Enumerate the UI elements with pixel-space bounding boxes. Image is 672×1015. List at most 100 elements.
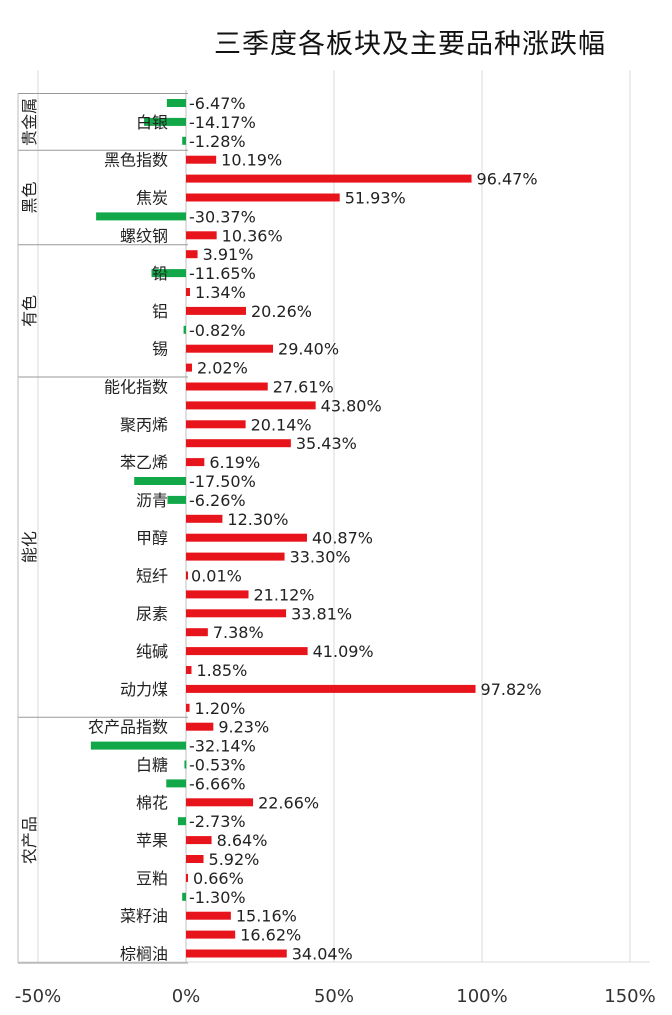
category-label: 锡 — [152, 340, 168, 359]
bar — [186, 250, 198, 259]
data-label: 15.16% — [236, 907, 297, 926]
bar — [186, 684, 476, 693]
bar — [186, 609, 287, 618]
data-label: -1.30% — [189, 888, 246, 907]
data-label: 51.93% — [345, 189, 406, 208]
data-label: 7.38% — [213, 623, 264, 642]
bar — [186, 514, 223, 523]
data-label: 21.12% — [254, 585, 315, 604]
data-label: 97.82% — [481, 680, 542, 699]
category-label: 铝 — [152, 302, 168, 321]
bar — [186, 873, 188, 882]
bar — [186, 382, 268, 391]
category-label: 菜籽油 — [120, 907, 168, 926]
bar — [144, 117, 186, 126]
data-label: 1.85% — [196, 661, 247, 680]
bar — [186, 439, 291, 448]
bar — [186, 363, 192, 372]
bar — [184, 760, 187, 769]
data-label: 2.02% — [197, 359, 248, 378]
bar — [182, 892, 186, 901]
bar — [182, 136, 186, 145]
bar — [186, 930, 236, 939]
bar — [96, 212, 186, 221]
bar — [186, 836, 212, 845]
data-label: 34.04% — [292, 945, 353, 964]
bar — [186, 533, 307, 542]
data-label: 41.09% — [313, 642, 374, 661]
bar — [186, 855, 204, 863]
bar — [186, 193, 340, 202]
data-label: -2.73% — [189, 812, 246, 831]
data-label: 8.64% — [217, 831, 268, 850]
data-label: 9.23% — [218, 718, 269, 737]
data-label: -32.14% — [189, 737, 256, 756]
bar — [186, 458, 205, 467]
data-label: 1.20% — [195, 699, 246, 718]
bar — [186, 174, 472, 183]
data-label: 29.40% — [278, 340, 339, 359]
bar — [186, 949, 287, 958]
category-label: 白糖 — [136, 756, 168, 775]
category-label: 动力煤 — [120, 680, 168, 699]
data-label: 3.91% — [203, 245, 254, 264]
bar — [186, 288, 190, 296]
data-label: 20.14% — [251, 415, 312, 434]
category-label: 尿素 — [136, 604, 168, 623]
category-label: 豆粕 — [136, 869, 168, 888]
bar — [167, 495, 186, 504]
x-tick-label: 100% — [456, 986, 507, 1007]
data-label: 0.66% — [193, 869, 244, 888]
data-label: -17.50% — [189, 472, 256, 491]
x-tick-label: -50% — [15, 986, 62, 1007]
data-label: 40.87% — [312, 529, 373, 548]
bar — [186, 420, 246, 429]
data-label: -30.37% — [189, 207, 256, 226]
category-label: 沥青 — [136, 491, 168, 510]
group-label: 贵金属 — [20, 98, 39, 146]
data-label: -11.65% — [189, 264, 256, 283]
category-label: 苹果 — [136, 831, 168, 850]
data-label: 20.26% — [251, 302, 312, 321]
bar — [90, 741, 186, 750]
category-label: 螺纹钢 — [120, 226, 168, 245]
bar — [186, 911, 231, 920]
data-label: 10.19% — [221, 151, 282, 170]
data-label: 27.61% — [273, 378, 334, 397]
category-label: 铅 — [152, 264, 168, 283]
bar — [186, 647, 308, 656]
group-label: 能化 — [20, 531, 39, 563]
group-label: 有色 — [20, 295, 39, 327]
data-label: 10.36% — [222, 226, 283, 245]
bar — [186, 666, 192, 674]
data-label: 1.34% — [195, 283, 246, 302]
category-label: 棕榈油 — [120, 945, 168, 964]
x-tick-label: 0% — [172, 986, 201, 1007]
group-label: 农产品 — [20, 816, 39, 864]
bar — [134, 477, 186, 485]
bar — [166, 99, 186, 107]
data-label: -6.26% — [189, 491, 246, 510]
category-label: 白银 — [136, 113, 168, 132]
bar — [177, 817, 186, 826]
category-label: 棉花 — [136, 793, 168, 812]
category-label: 甲醇 — [136, 529, 168, 548]
category-label: 能化指数 — [104, 378, 168, 397]
bar — [186, 231, 217, 240]
data-label: 35.43% — [296, 434, 357, 453]
category-label: 苯乙烯 — [120, 453, 168, 472]
chart-title: 三季度各板块及主要品种涨跌幅 — [214, 29, 606, 60]
category-label: 短纤 — [136, 567, 168, 586]
bar — [186, 155, 217, 164]
bar — [186, 722, 214, 731]
data-label: 6.19% — [209, 453, 260, 472]
bar — [186, 628, 208, 637]
data-label: -1.28% — [189, 132, 246, 151]
bar — [186, 703, 190, 712]
bar — [186, 571, 188, 580]
x-tick-label: 150% — [604, 986, 655, 1007]
bar — [183, 325, 186, 334]
bar — [186, 798, 254, 807]
bar — [186, 401, 316, 410]
